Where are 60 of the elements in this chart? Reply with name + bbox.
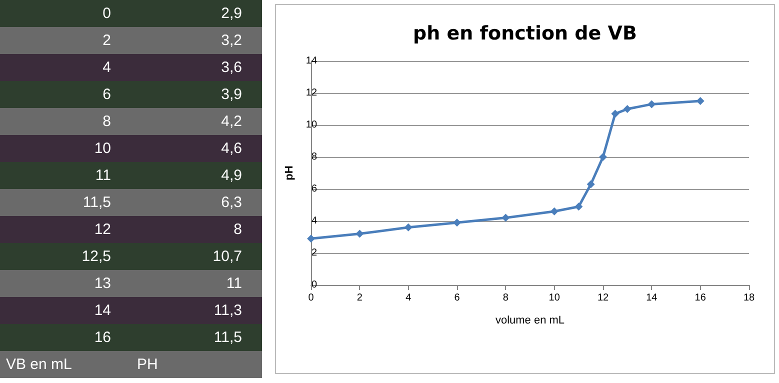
y-tick-label: 8: [311, 152, 318, 162]
x-tick-label: 18: [743, 292, 755, 304]
text: 3,2: [220, 31, 243, 51]
point: [623, 105, 632, 113]
text: 2: [102, 31, 112, 51]
y-axis-title: pH: [284, 166, 296, 180]
text: 4,9: [220, 166, 243, 186]
point: [307, 234, 316, 243]
x-tick-label: 16: [694, 292, 706, 304]
x-tick-label: 2: [356, 292, 363, 304]
point: [574, 202, 583, 211]
y-tick-label: 6: [311, 184, 318, 194]
x-tick-label: 10: [548, 292, 560, 304]
text: 6,3: [220, 193, 243, 213]
text: 13: [93, 274, 112, 294]
point: [586, 180, 595, 188]
point: [404, 223, 412, 232]
text: 4,6: [220, 139, 243, 159]
text: 3,6: [220, 58, 243, 78]
text: 10,7: [212, 247, 243, 267]
text: 12: [93, 220, 112, 240]
y-tick-label: 4: [311, 216, 318, 226]
point: [502, 214, 510, 222]
point: [648, 100, 656, 108]
x-tick-label: 14: [646, 292, 658, 304]
text: 0: [102, 4, 112, 24]
text: 11,3: [212, 301, 243, 321]
text: 11,5: [212, 328, 243, 348]
chart-title: ph en fonction de VB: [413, 22, 637, 44]
x-tick-label: 4: [406, 292, 412, 304]
text: 4,2: [220, 112, 243, 132]
text: 11: [94, 166, 112, 186]
point: [696, 97, 704, 105]
text: 2,9: [220, 4, 243, 24]
y-tick-label: 14: [306, 56, 318, 66]
text: 8: [232, 220, 243, 240]
text: 10: [93, 139, 112, 159]
text: 8: [102, 112, 112, 132]
text: VB en mL: [5, 355, 73, 375]
x-tick-label: 8: [502, 292, 509, 304]
text: 6: [102, 85, 112, 105]
text: PH: [136, 355, 159, 375]
point: [356, 230, 364, 238]
text: 3,9: [220, 85, 243, 105]
text: 12,5: [80, 247, 112, 267]
y-tick-label: 2: [311, 248, 318, 258]
text: 11: [225, 274, 243, 294]
point: [453, 218, 462, 227]
text: 11,5: [82, 193, 112, 213]
point: [611, 110, 620, 118]
text: 16: [93, 328, 112, 348]
y-tick-label: 0: [311, 280, 318, 290]
x-tick-label: 12: [597, 292, 610, 304]
point: [599, 153, 608, 161]
text: 4: [102, 58, 112, 78]
y-tick-label: 10: [306, 120, 318, 130]
y-tick-label: 12: [306, 88, 318, 98]
x-axis-title: volume en mL: [495, 314, 565, 326]
x-tick-label: 6: [454, 292, 460, 304]
point: [550, 207, 558, 216]
